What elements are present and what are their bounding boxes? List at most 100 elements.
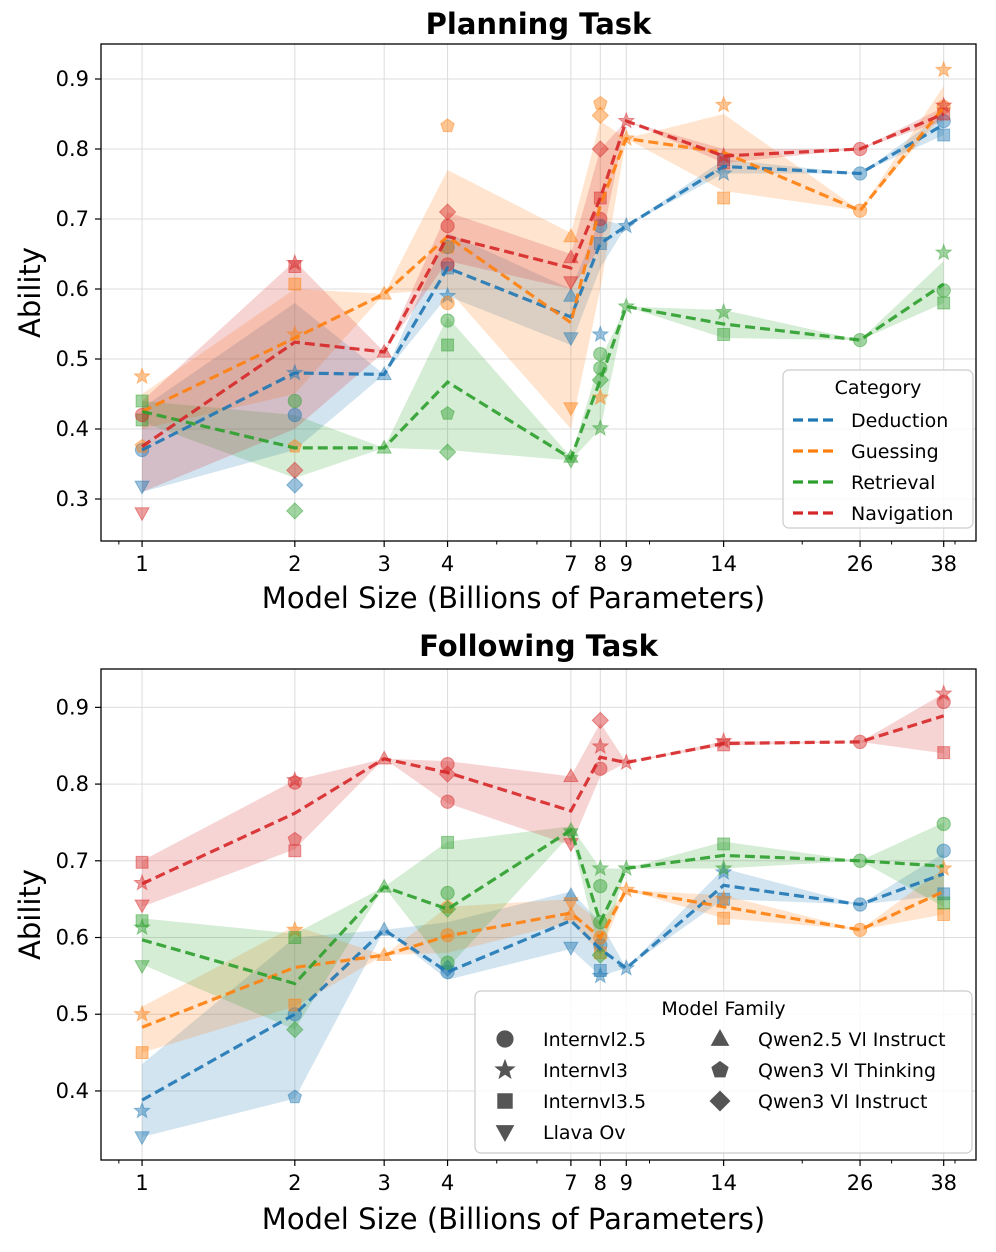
y-tick-label: 0.5 (56, 1002, 89, 1026)
data-point-retrieval (286, 1020, 304, 1039)
data-point-retrieval (440, 885, 455, 901)
data-point-guessing (287, 438, 303, 453)
legend-marker-triangle-down (495, 1125, 515, 1142)
series-line-retrieval (141, 282, 945, 461)
data-point-deduction (134, 1131, 150, 1146)
y-tick-label: 0.8 (56, 137, 89, 161)
data-point-navigation (288, 844, 302, 858)
data-point-deduction (563, 332, 579, 347)
legend-marker-triangle (710, 1029, 730, 1046)
data-point-retrieval (593, 878, 608, 894)
legend-entry: Internvl3 (543, 1060, 628, 1082)
data-point-guessing (133, 1004, 152, 1022)
data-point-deduction (287, 407, 302, 423)
data-point-guessing (591, 106, 610, 125)
data-point-retrieval (440, 405, 455, 420)
data-point-navigation (937, 746, 951, 760)
data-point-deduction (717, 892, 731, 906)
data-point-navigation (135, 855, 149, 869)
data-point-navigation (134, 899, 150, 914)
data-point-guessing (717, 191, 731, 205)
axes-frame (100, 668, 977, 1161)
x-tick-label: 14 (710, 1171, 737, 1195)
data-point-retrieval (438, 443, 457, 461)
x-tick-label: 9 (620, 1171, 633, 1195)
data-point-guessing (591, 388, 610, 406)
data-point-guessing (934, 60, 953, 78)
series-line-guessing (141, 888, 945, 1029)
data-point-deduction (438, 959, 457, 977)
data-point-deduction (286, 476, 304, 494)
data-point-deduction (591, 325, 610, 343)
data-point-navigation (591, 736, 610, 755)
data-point-guessing (285, 920, 304, 938)
data-point-retrieval (441, 338, 455, 352)
x-tick-label: 38 (930, 1171, 957, 1195)
legend-entry-navigation: Navigation (851, 503, 953, 525)
y-tick-label: 0.9 (56, 695, 89, 719)
data-point-navigation (936, 694, 951, 710)
data-point-guessing (563, 228, 579, 243)
x-tick-label: 2 (288, 552, 301, 576)
data-point-retrieval (714, 858, 733, 877)
data-point-guessing (937, 908, 951, 921)
data-point-deduction (287, 1089, 303, 1104)
x-tick-label: 26 (847, 1171, 874, 1195)
data-point-retrieval (591, 858, 610, 877)
data-point-retrieval (591, 418, 610, 436)
legend-box (782, 369, 974, 529)
data-point-retrieval (934, 243, 953, 261)
data-point-guessing (288, 277, 302, 291)
legend-entry: Qwen2.5 Vl Instruct (758, 1029, 946, 1051)
data-point-deduction (714, 862, 733, 880)
data-point-navigation (591, 140, 610, 158)
data-point-navigation (288, 260, 302, 274)
chart-title: Following Task (419, 629, 658, 663)
y-tick-label: 0.7 (56, 207, 89, 231)
data-point-deduction (593, 964, 607, 977)
data-point-guessing (714, 889, 733, 907)
data-point-guessing (135, 1046, 149, 1060)
y-tick-label: 0.3 (56, 487, 89, 511)
chart-1: 1 2 3 4 7 8 9 14 26 38 0.4 0.5 0.6 0.7 0.8 0.9 Following… (13, 629, 977, 1236)
legend-entry: Internvl2.5 (543, 1029, 646, 1051)
band-retrieval (142, 822, 944, 1030)
data-point-retrieval (936, 816, 951, 832)
data-point-navigation (934, 684, 953, 702)
data-point-retrieval (714, 302, 733, 320)
series-line-navigation (141, 714, 945, 886)
x-tick-label: 4 (441, 552, 454, 576)
data-point-deduction (936, 843, 951, 858)
x-tick-label: 3 (377, 552, 390, 576)
data-point-retrieval (135, 914, 149, 928)
x-tick-label: 8 (594, 552, 607, 576)
data-point-guessing (288, 998, 302, 1012)
data-point-retrieval (135, 413, 149, 427)
data-point-navigation (438, 203, 457, 221)
data-point-retrieval (593, 346, 608, 362)
data-point-deduction (563, 941, 579, 956)
band-deduction (142, 853, 944, 1137)
data-point-retrieval (617, 297, 636, 315)
data-point-retrieval (440, 955, 455, 970)
data-point-navigation (286, 461, 304, 480)
x-tick-label: 38 (930, 552, 957, 576)
band-guessing (142, 868, 944, 1053)
data-point-navigation (285, 253, 304, 271)
data-point-navigation (934, 96, 953, 114)
legend-entry: Qwen3 Vl Instruct (758, 1091, 927, 1113)
data-point-navigation (440, 257, 455, 272)
legend-marker-square (497, 1093, 513, 1109)
y-tick-label: 0.8 (56, 772, 89, 796)
data-point-navigation (563, 768, 579, 783)
data-point-retrieval (937, 896, 951, 910)
data-point-deduction (591, 966, 610, 984)
data-point-navigation (285, 770, 304, 788)
band-guessing (142, 86, 944, 429)
data-point-retrieval (134, 960, 150, 975)
y-tick-label: 0.4 (56, 1079, 89, 1103)
data-point-deduction (563, 886, 579, 902)
legend-title: Category (835, 377, 922, 399)
x-tick-label: 3 (377, 1171, 390, 1195)
